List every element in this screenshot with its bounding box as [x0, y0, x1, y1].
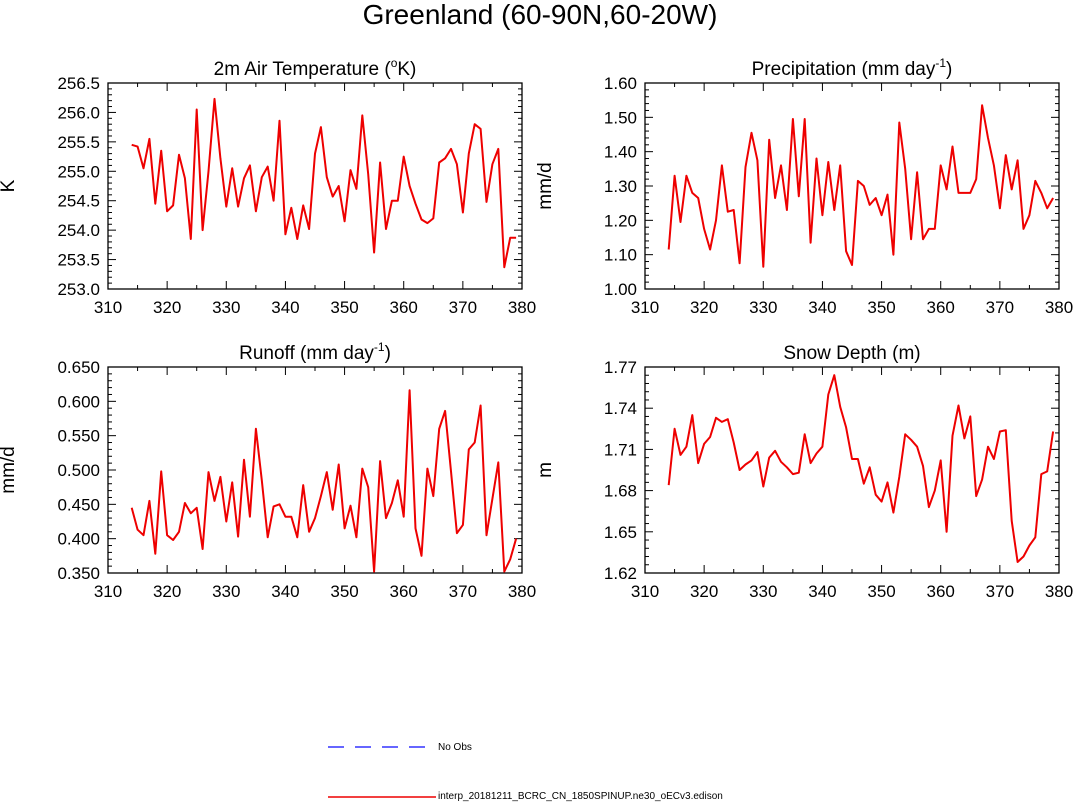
- y-tick-label: 1.20: [604, 211, 637, 230]
- x-tick-label: 350: [330, 582, 358, 601]
- y-tick-label: 1.40: [604, 143, 637, 162]
- x-tick-label: 310: [94, 298, 122, 317]
- x-tick-label: 380: [508, 582, 536, 601]
- x-tick-label: 370: [986, 298, 1014, 317]
- plot-frame: [107, 366, 523, 574]
- x-tick-label: 360: [390, 582, 418, 601]
- y-axis-label: mm/d: [0, 446, 19, 494]
- x-tick-label: 330: [212, 582, 240, 601]
- x-tick-label: 320: [153, 298, 181, 317]
- panel-title: 2m Air Temperature (oK): [214, 56, 417, 80]
- series-line: [667, 104, 1054, 268]
- x-tick-label: 380: [508, 298, 536, 317]
- x-tick-label: 320: [690, 582, 718, 601]
- y-tick-label: 255.5: [57, 133, 100, 152]
- legend: [328, 746, 436, 798]
- y-tick-label: 0.550: [57, 427, 100, 446]
- panel-4: Snow Depth (m) m 310 320 330 340 350 360 370 380 1…: [535, 343, 1073, 601]
- y-axis-label: K: [0, 179, 19, 192]
- panel-title: Runoff (mm day-1): [239, 340, 391, 364]
- y-tick-label: 254.5: [57, 192, 100, 211]
- series-line: [131, 97, 517, 269]
- y-tick-label: 0.450: [57, 495, 100, 514]
- y-tick-label: 254.0: [57, 221, 100, 240]
- x-tick-label: 340: [808, 298, 836, 317]
- x-tick-label: 310: [631, 582, 659, 601]
- x-tick-label: 330: [212, 298, 240, 317]
- x-tick-label: 350: [867, 298, 895, 317]
- y-tick-label: 0.650: [57, 358, 100, 377]
- y-axis-label: m: [535, 462, 556, 478]
- y-tick-label: 1.74: [604, 399, 637, 418]
- legend-label-no-obs: No Obs: [438, 742, 472, 753]
- panel-2: Precipitation (mm day-1) mm/d 310 320 330 340…: [535, 56, 1073, 317]
- y-tick-label: 256.5: [57, 74, 100, 93]
- panel-3: Runoff (mm day-1) mm/d 310 320 330 340 350 360 3…: [0, 340, 536, 601]
- x-tick-label: 370: [449, 298, 477, 317]
- y-tick-label: 0.600: [57, 392, 100, 411]
- x-tick-label: 310: [94, 582, 122, 601]
- x-tick-label: 340: [271, 582, 299, 601]
- x-tick-label: 310: [631, 298, 659, 317]
- legend-label-model: interp_20181211_BCRC_CN_1850SPINUP.ne30_…: [438, 791, 723, 802]
- y-tick-label: 253.0: [57, 280, 100, 299]
- y-tick-label: 1.68: [604, 482, 637, 501]
- x-tick-label: 360: [390, 298, 418, 317]
- x-tick-label: 350: [867, 582, 895, 601]
- panel-1: 2m Air Temperature (oK) K 310 320 330 340 350 3…: [0, 56, 536, 317]
- plot-frame: [644, 366, 1060, 574]
- x-tick-label: 360: [927, 582, 955, 601]
- x-tick-label: 380: [1045, 298, 1073, 317]
- y-tick-label: 1.77: [604, 358, 637, 377]
- panel-title: Precipitation (mm day-1): [752, 56, 953, 80]
- x-tick-label: 360: [927, 298, 955, 317]
- y-tick-label: 1.50: [604, 108, 637, 127]
- x-tick-label: 330: [749, 298, 777, 317]
- x-tick-label: 340: [271, 298, 299, 317]
- y-tick-label: 1.60: [604, 74, 637, 93]
- y-tick-label: 0.350: [57, 564, 100, 583]
- panel-title: Snow Depth (m): [783, 343, 920, 364]
- x-tick-label: 370: [986, 582, 1014, 601]
- series-line: [667, 374, 1055, 563]
- y-tick-label: 253.5: [57, 251, 100, 270]
- y-tick-label: 0.400: [57, 530, 100, 549]
- main-title: Greenland (60-90N,60-20W): [362, 0, 718, 30]
- series-line: [130, 389, 518, 573]
- y-tick-label: 1.30: [604, 177, 637, 196]
- y-tick-label: 1.71: [604, 440, 637, 459]
- y-tick-label: 1.00: [604, 280, 637, 299]
- y-tick-label: 1.65: [604, 523, 637, 542]
- y-tick-label: 256.0: [57, 103, 100, 122]
- y-axis-label: mm/d: [535, 162, 556, 210]
- x-tick-label: 320: [690, 298, 718, 317]
- x-tick-label: 340: [808, 582, 836, 601]
- x-tick-label: 370: [449, 582, 477, 601]
- x-tick-label: 320: [153, 582, 181, 601]
- y-tick-label: 0.500: [57, 461, 100, 480]
- y-tick-label: 1.10: [604, 246, 637, 265]
- x-tick-label: 380: [1045, 582, 1073, 601]
- y-tick-label: 1.62: [604, 564, 637, 583]
- y-tick-label: 255.0: [57, 162, 100, 181]
- x-tick-label: 330: [749, 582, 777, 601]
- x-tick-label: 350: [330, 298, 358, 317]
